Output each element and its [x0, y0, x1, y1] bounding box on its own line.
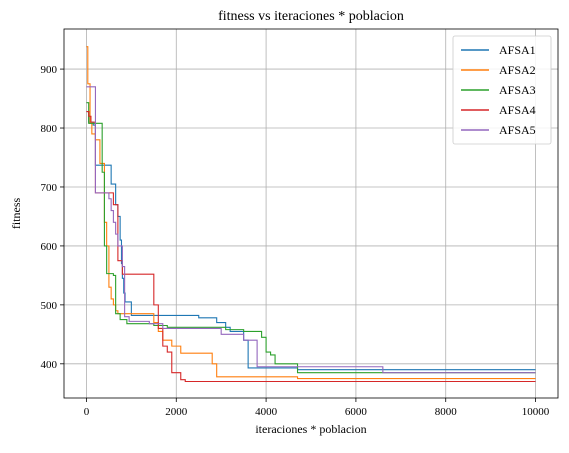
legend-label-afsa3: AFSA3: [499, 83, 536, 97]
y-tick-label: 500: [41, 300, 58, 312]
x-tick-label: 6000: [345, 406, 368, 418]
legend-label-afsa1: AFSA1: [499, 43, 536, 57]
y-tick-label: 900: [41, 64, 58, 76]
x-tick-label: 4000: [255, 406, 278, 418]
x-tick-label: 8000: [435, 406, 458, 418]
x-axis-label: iteraciones * poblacion: [255, 422, 366, 436]
axis-ticks: 0 2000 4000 6000 8000 10000 400 500 600 700 800 900: [41, 64, 550, 418]
series-lines: [86, 46, 536, 383]
y-tick-label: 700: [41, 182, 58, 194]
legend-box: [452, 35, 552, 145]
legend: AFSA1 AFSA2 AFSA3 AFSA4 AFSA5: [452, 35, 552, 145]
series-line-afsa1: [86, 110, 536, 371]
x-tick-label: 0: [84, 406, 90, 418]
y-tick-label: 600: [41, 241, 58, 253]
series-line-afsa4: [86, 110, 536, 383]
legend-label-afsa4: AFSA4: [499, 103, 536, 117]
legend-label-afsa5: AFSA5: [499, 123, 536, 137]
y-tick-label: 400: [41, 359, 58, 371]
x-tick-label: 2000: [165, 406, 188, 418]
chart-title: fitness vs iteraciones * poblacion: [218, 9, 404, 24]
series-line-afsa5: [86, 86, 536, 374]
x-tick-label: 10000: [522, 406, 550, 418]
legend-label-afsa2: AFSA2: [499, 63, 536, 77]
plot-frame: [63, 28, 559, 399]
y-tick-label: 800: [41, 123, 58, 135]
y-axis-label: fitness: [9, 198, 23, 230]
